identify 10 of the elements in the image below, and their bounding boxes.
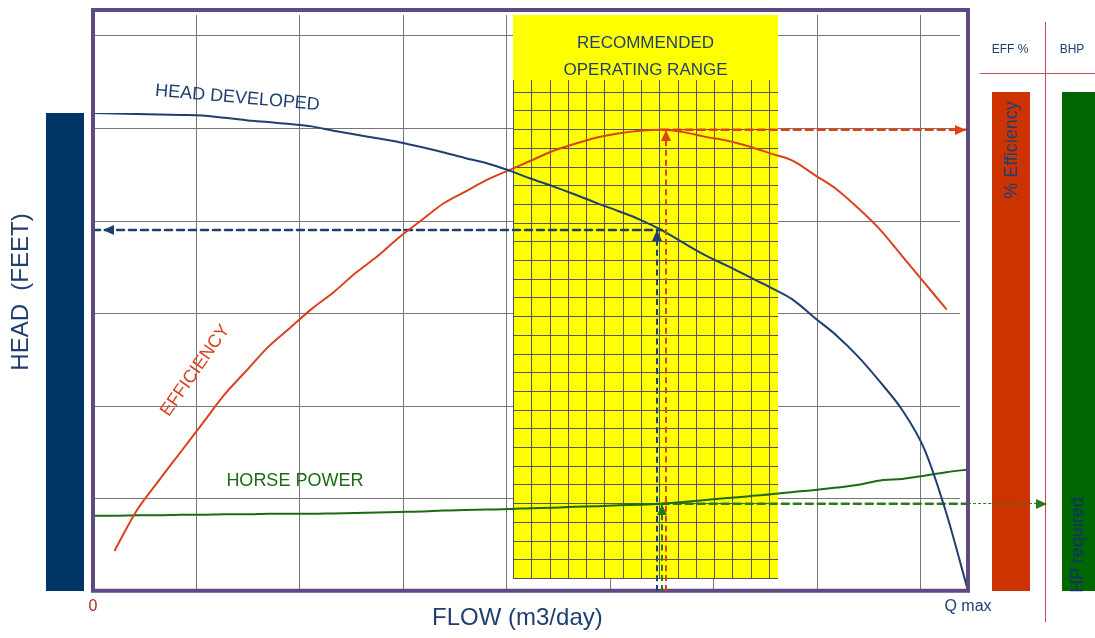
series-label: HEAD DEVELOPED <box>154 79 321 115</box>
text: BHP <box>1059 42 1085 56</box>
y-axis-title: HEAD (FEET) <box>6 213 34 371</box>
x-tick-label: Q max <box>944 596 992 614</box>
x-tick-label: 0 <box>88 596 98 614</box>
text: % Efficiency <box>1000 101 1022 199</box>
text: RECOMMENDED OPERATING RANGE <box>562 32 729 81</box>
x-axis-title: FLOW (m3/day) <box>432 603 603 631</box>
text: EFF % <box>991 42 1029 56</box>
text: HP required <box>1066 497 1088 593</box>
